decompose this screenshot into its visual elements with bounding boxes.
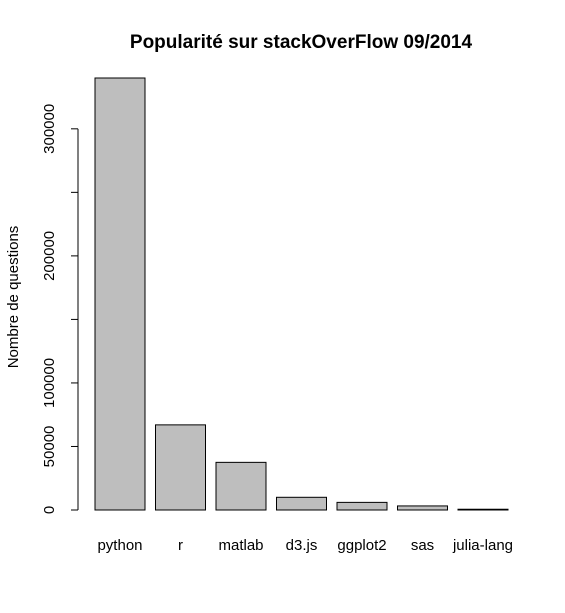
x-category-label: ggplot2 (337, 537, 386, 554)
y-tick-label: 50000 (41, 426, 58, 468)
x-category-label: python (97, 537, 142, 554)
bar-d3.js (276, 496, 327, 511)
x-category-label: r (178, 537, 183, 554)
chart-title: Popularité sur stackOverFlow 09/2014 (130, 32, 473, 53)
y-tick-label: 0 (41, 506, 58, 514)
x-category-label: d3.js (286, 537, 318, 554)
bar-ggplot2 (336, 501, 388, 511)
y-tick-label: 200000 (41, 231, 58, 281)
y-tick-label: 100000 (41, 358, 58, 408)
x-category-label: matlab (218, 537, 263, 554)
x-axis-labels: python r matlab d3.js ggplot2 sas julia-lang (97, 537, 513, 554)
bar-julia-lang (457, 508, 509, 511)
bar-r (155, 424, 206, 511)
x-category-label: sas (411, 537, 434, 554)
x-category-label: julia-lang (452, 537, 513, 554)
bars (94, 77, 509, 511)
y-axis-label: Nombre de questions (5, 226, 22, 369)
bar-sas (397, 505, 448, 511)
y-tick-label: 300000 (41, 104, 58, 154)
y-axis: 0 50000 100000 200000 300000 (41, 104, 79, 514)
bar-python (94, 77, 146, 511)
bar-matlab (215, 461, 267, 511)
